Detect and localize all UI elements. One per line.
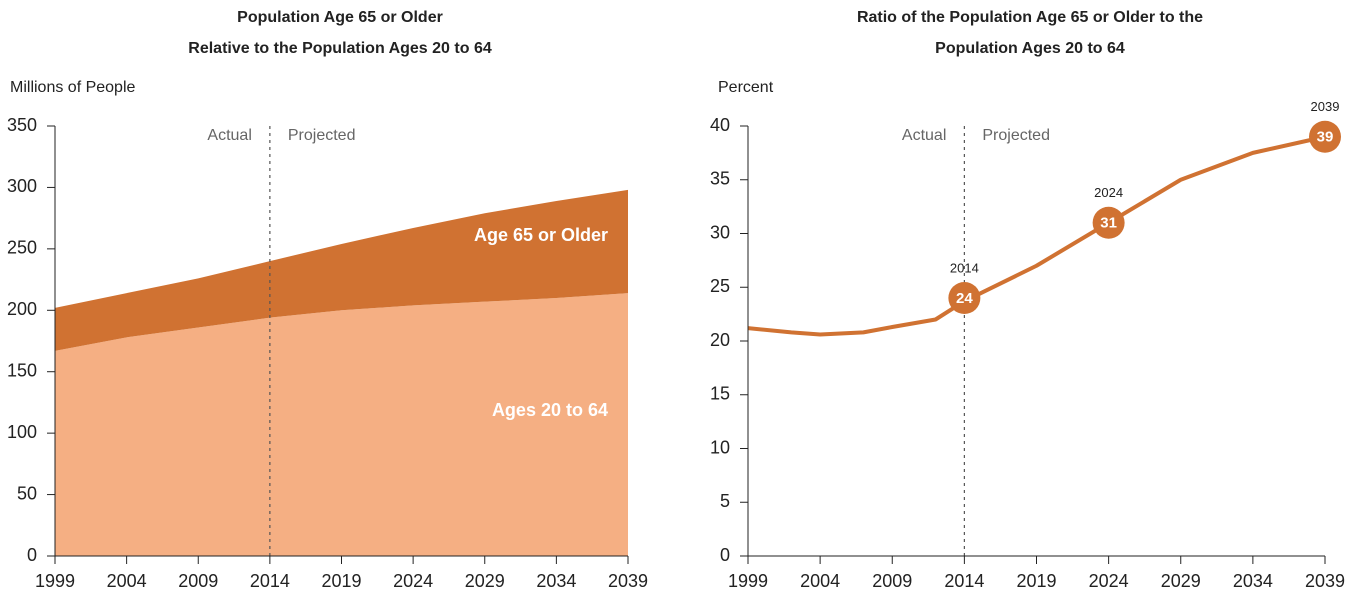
y-tick-label: 15 [710,384,730,404]
x-tick-label: 2009 [872,571,912,591]
y-tick-label: 0 [27,545,37,565]
y-tick-label: 150 [7,360,37,380]
highlight-value: 24 [956,290,973,307]
y-tick-label: 0 [720,545,730,565]
x-tick-label: 2014 [250,571,290,591]
area [55,293,628,556]
x-tick-label: 2034 [536,571,576,591]
x-tick-label: 2039 [608,571,648,591]
highlight-value: 31 [1100,215,1117,232]
area [55,189,628,351]
x-tick-label: 2024 [393,571,433,591]
highlight-year: 2039 [1311,99,1340,114]
y-axis-label: Percent [718,79,774,96]
y-tick-label: 350 [7,115,37,135]
y-tick-label: 20 [710,330,730,350]
highlight-year: 2024 [1094,185,1123,200]
y-tick-label: 200 [7,299,37,319]
highlight-marker [1092,206,1125,239]
annotation: Projected [982,127,1050,144]
x-tick-label: 2039 [1305,571,1345,591]
x-tick-label: 2014 [944,571,984,591]
y-axis-label: Millions of People [10,79,136,96]
y-tick-label: 300 [7,176,37,196]
highlight-marker [948,282,981,314]
highlight-marker [1309,120,1341,153]
x-tick-label: 2024 [1089,571,1129,591]
x-tick-label: 2004 [800,571,840,591]
y-tick-label: 50 [17,483,37,503]
y-tick-label: 40 [710,115,730,135]
annotation: Projected [288,127,356,144]
annotation: Actual [207,127,251,144]
x-tick-label: 2019 [321,571,361,591]
y-tick-label: 35 [710,169,730,189]
y-tick-label: 100 [7,422,37,442]
y-tick-label: 250 [7,238,37,258]
chart-title: Population Age 65 or Older [237,9,443,26]
area-label: Ages 20 to 64 [492,400,608,420]
chart-title: Ratio of the Population Age 65 or Older … [857,9,1203,26]
x-tick-label: 2029 [1161,571,1201,591]
x-tick-label: 2009 [178,571,218,591]
line [747,134,1326,337]
x-tick-label: 2034 [1233,571,1273,591]
annotation: Actual [902,127,946,144]
x-tick-label: 2019 [1016,571,1056,591]
y-tick-label: 30 [710,222,730,242]
highlight-value: 39 [1317,129,1334,146]
chart-subtitle: Population Ages 20 to 64 [935,40,1125,57]
highlight-year: 2014 [950,260,979,275]
x-tick-label: 1999 [35,571,75,591]
area-label: Age 65 or Older [474,225,608,245]
x-tick-label: 2029 [465,571,505,591]
y-tick-label: 5 [720,491,730,511]
chart-subtitle: Relative to the Population Ages 20 to 64 [188,40,492,57]
y-tick-label: 10 [710,437,730,457]
x-tick-label: 1999 [728,571,768,591]
x-tick-label: 2004 [107,571,147,591]
y-tick-label: 25 [710,276,730,296]
